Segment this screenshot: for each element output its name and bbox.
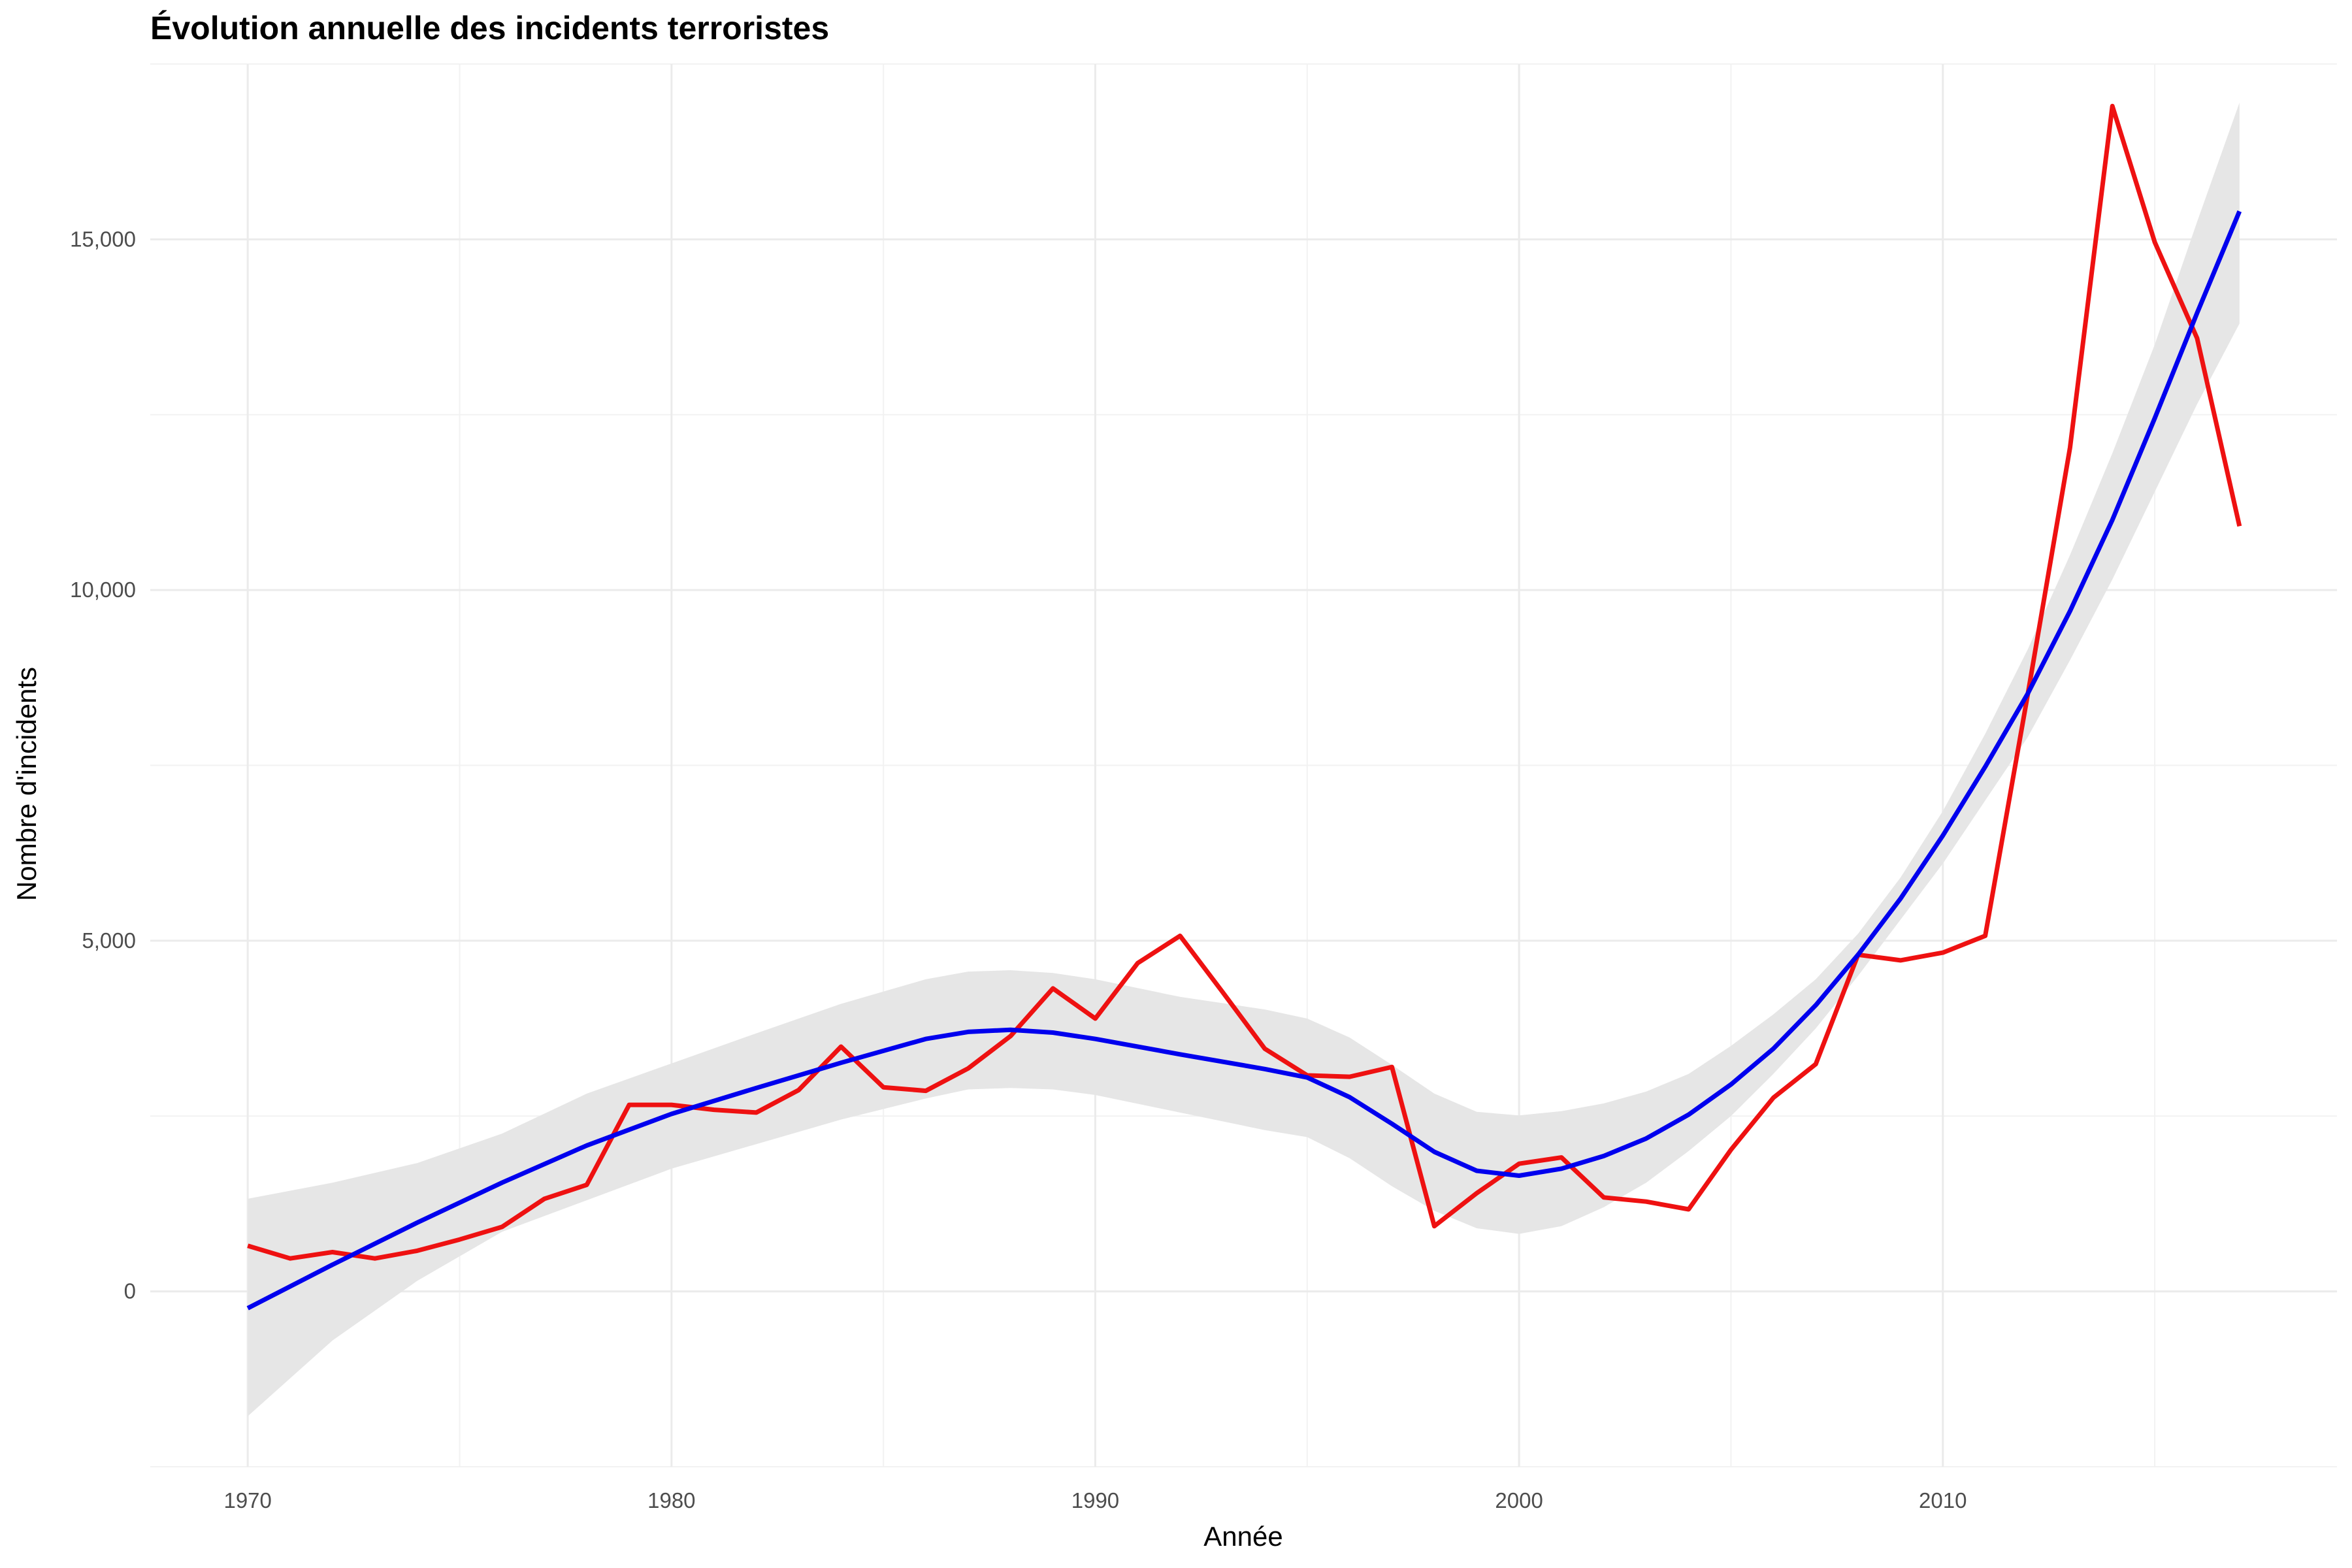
observed-incidents-line	[247, 103, 2242, 1261]
confidence-band-layer	[248, 103, 2240, 1416]
series-lines	[246, 103, 2242, 1311]
y-axis-title: Nombre d'incidents	[11, 667, 42, 901]
confidence-band	[248, 103, 2240, 1416]
x-tick-label: 1970	[223, 1488, 271, 1512]
x-tick-label: 2000	[1495, 1488, 1543, 1512]
smoothed-trend-line	[246, 210, 2242, 1311]
x-tick-label: 1990	[1071, 1488, 1119, 1512]
x-axis-title: Année	[1203, 1521, 1282, 1552]
x-axis-ticks: 1970 1980 1990 2000 2010	[223, 1488, 1967, 1512]
minor-gridlines	[150, 63, 2337, 1467]
y-tick-label: 5,000	[82, 928, 136, 953]
chart-title: Évolution annuelle des incidents terrori…	[150, 10, 829, 46]
y-tick-label: 15,000	[70, 227, 136, 251]
x-tick-label: 1980	[647, 1488, 695, 1512]
x-tick-label: 2010	[1919, 1488, 1967, 1512]
y-tick-label: 10,000	[70, 578, 136, 602]
y-tick-label: 0	[124, 1279, 136, 1303]
y-axis-ticks: 0 5,000 10,000 15,000	[70, 227, 136, 1303]
